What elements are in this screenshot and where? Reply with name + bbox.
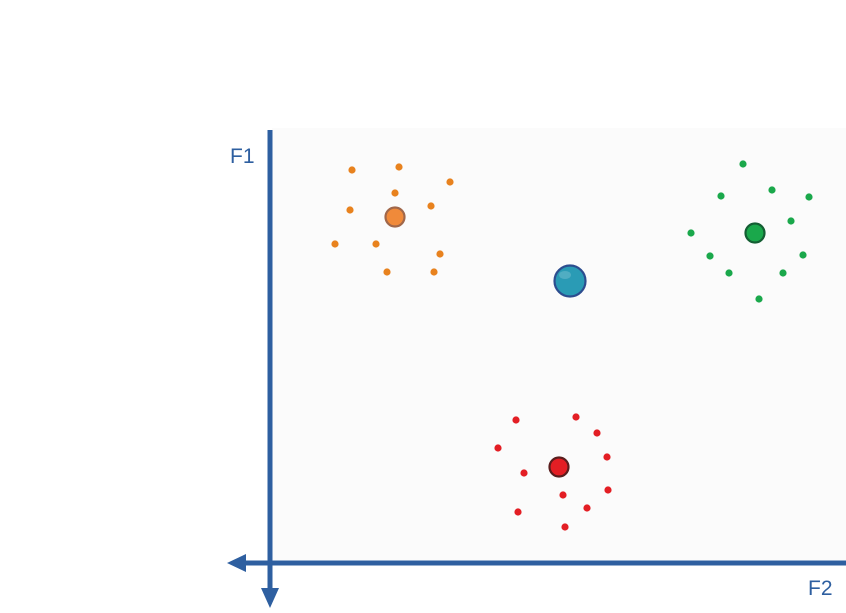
vertical-axis-arrow-icon: [261, 588, 279, 608]
orange-data-point: [348, 166, 356, 174]
orange-data-point: [383, 268, 391, 276]
new-sample-point: [553, 264, 587, 298]
horizontal-axis-arrow-icon: [227, 554, 246, 572]
red-centroid: [548, 456, 570, 478]
orange-data-point: [372, 240, 380, 248]
green-data-point: [739, 160, 747, 168]
axes: [227, 130, 846, 608]
green-data-point: [717, 192, 725, 200]
red-data-point: [559, 491, 567, 499]
orange-data-point: [395, 163, 403, 171]
green-data-point: [768, 186, 776, 194]
orange-data-point: [430, 268, 438, 276]
green-data-point: [755, 295, 763, 303]
green-data-point: [779, 269, 787, 277]
orange-centroid: [384, 206, 406, 228]
red-data-point: [604, 486, 612, 494]
orange-data-point: [436, 250, 444, 258]
axis-label-f2: F2: [808, 577, 833, 600]
green-data-point: [805, 193, 813, 201]
axis-label-f1: F1: [230, 145, 255, 168]
plot-background: [272, 128, 846, 560]
red-data-point: [572, 413, 580, 421]
red-data-point: [514, 508, 522, 516]
red-data-point: [603, 453, 611, 461]
new-sample-highlight: [559, 271, 571, 279]
orange-data-point: [391, 189, 399, 197]
green-data-point: [725, 269, 733, 277]
data-points: [331, 160, 813, 531]
cluster-centroids: [384, 206, 766, 478]
red-data-point: [512, 416, 520, 424]
red-data-point: [494, 444, 502, 452]
green-data-point: [706, 252, 714, 260]
red-data-point: [520, 469, 528, 477]
orange-data-point: [331, 240, 339, 248]
red-data-point: [561, 523, 569, 531]
red-data-point: [593, 429, 601, 437]
green-data-point: [687, 229, 695, 237]
orange-data-point: [427, 202, 435, 210]
green-data-point: [799, 251, 807, 259]
red-data-point: [583, 504, 591, 512]
green-centroid: [744, 222, 766, 244]
green-data-point: [787, 217, 795, 225]
orange-data-point: [346, 206, 354, 214]
orange-data-point: [446, 178, 454, 186]
